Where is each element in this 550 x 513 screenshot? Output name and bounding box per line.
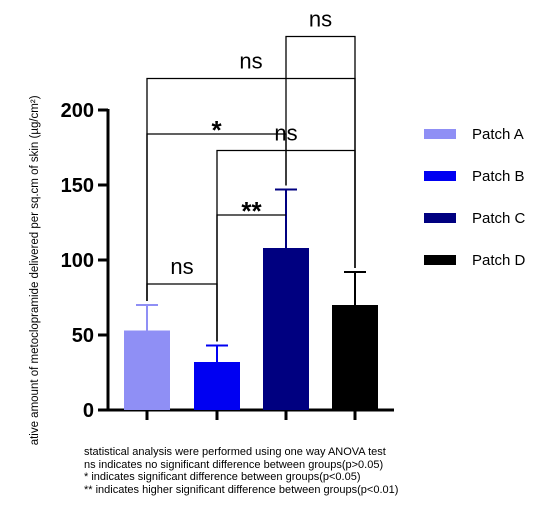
- significance-label: ns: [170, 254, 193, 279]
- significance-label: *: [211, 115, 222, 145]
- y-tick-label: 50: [72, 325, 94, 347]
- significance-label: ns: [239, 49, 262, 74]
- y-axis-label: Cumulative amount of metoclopramide deli…: [29, 95, 41, 445]
- y-tick-label: 150: [61, 175, 94, 197]
- footnote-line: ns indicates no significant difference b…: [84, 458, 384, 471]
- bar: [263, 248, 309, 410]
- legend-swatch: [424, 129, 456, 139]
- footnotes: statistical analysis were performed usin…: [84, 446, 544, 496]
- footnote-line: statistical analysis were performed usin…: [84, 446, 386, 458]
- bars: [124, 188, 378, 410]
- legend-swatch: [424, 255, 456, 265]
- bar: [332, 305, 378, 410]
- y-tick-label: 100: [61, 250, 94, 272]
- legend-label: Patch A: [472, 126, 524, 143]
- bar: [194, 362, 240, 410]
- y-tick-label: 200: [61, 100, 94, 122]
- significance-label: ns: [309, 7, 332, 32]
- footnote-line: * indicates significant difference betwe…: [84, 471, 361, 483]
- legend-swatch: [424, 213, 456, 223]
- y-axis-label-group: Cumulative amount of metoclopramide deli…: [29, 95, 41, 445]
- bar-chart: Cumulative amount of metoclopramide deli…: [29, 7, 526, 446]
- significance-bracket: [285, 35, 356, 268]
- legend: Patch A Patch B Patch C Patch D: [424, 126, 526, 269]
- legend-label: Patch C: [472, 210, 526, 227]
- y-tick-label: 0: [83, 400, 94, 422]
- legend-label: Patch D: [472, 252, 526, 269]
- legend-label: Patch B: [472, 168, 525, 185]
- bar: [124, 330, 170, 410]
- footnote-line: ** indicates higher significant differen…: [84, 483, 399, 496]
- legend-swatch: [424, 171, 456, 181]
- significance-label: **: [241, 196, 262, 226]
